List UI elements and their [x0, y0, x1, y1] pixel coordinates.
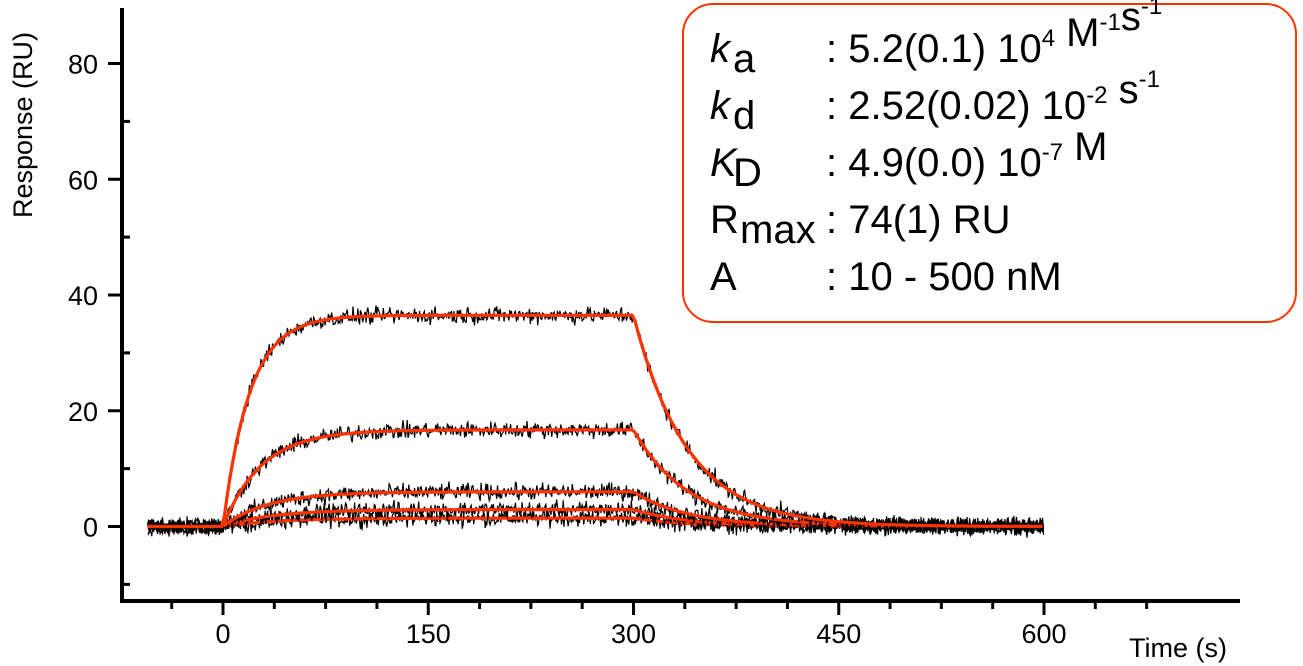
y-tick-label: 80	[68, 50, 98, 80]
parameter-subscript: D	[733, 151, 762, 195]
parameter-symbol: K	[710, 141, 739, 185]
ticks-layer: 0 20 40 60 80 0 150 300 450 600	[68, 50, 1149, 649]
parameter-subscript: a	[733, 37, 756, 81]
traces-layer	[147, 305, 1045, 538]
fit-curve	[147, 313, 1043, 529]
x-tick-label: 600	[1021, 619, 1066, 649]
parameter-box-border	[682, 3, 1297, 323]
parameter-value: : 2.52(0.02) 10-2 s-1	[826, 66, 1160, 128]
data-trace	[147, 499, 1045, 538]
parameter-symbol: k	[710, 27, 732, 71]
x-tick-label: 450	[816, 619, 861, 649]
y-tick-label: 20	[68, 397, 98, 427]
parameter-value: : 4.9(0.0) 10-7 M	[826, 125, 1107, 185]
y-tick-label: 60	[68, 165, 98, 195]
parameter-value: : 74(1) RU	[826, 198, 1011, 242]
parameter-value: : 10 - 500 nM	[826, 255, 1062, 299]
parameter-subscript: d	[733, 94, 755, 138]
y-tick-label: 0	[83, 513, 98, 543]
x-axis-title: Time (s)	[1129, 633, 1227, 663]
parameter-value: : 5.2(0.1) 104 M-1s-1	[826, 0, 1162, 71]
parameter-row: A : 10 - 500 nM	[710, 255, 1062, 299]
parameter-symbol: A	[710, 255, 737, 299]
x-tick-label: 0	[215, 619, 230, 649]
parameter-subscript: max	[740, 208, 816, 252]
parameter-row: KD : 4.9(0.0) 10-7 M	[710, 125, 1107, 195]
x-tick-label: 300	[611, 619, 656, 649]
y-axis-title: Response (RU)	[8, 32, 38, 218]
parameter-symbol: R	[710, 198, 739, 242]
y-tick-label: 40	[68, 281, 98, 311]
axes-layer	[120, 8, 1240, 603]
x-tick-label: 150	[406, 619, 451, 649]
parameter-symbol: k	[710, 84, 732, 128]
